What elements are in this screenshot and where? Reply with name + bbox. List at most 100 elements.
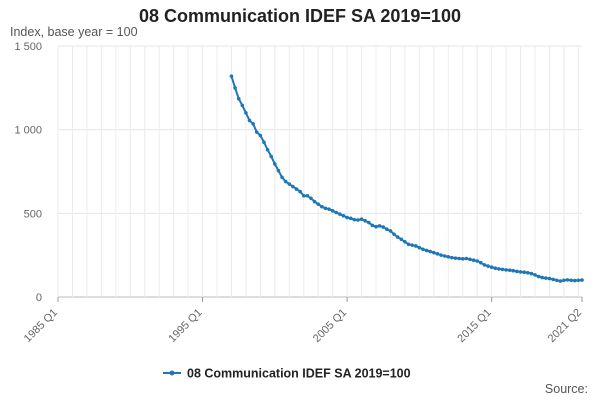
data-point[interactable] <box>500 267 505 272</box>
data-point[interactable] <box>511 268 516 273</box>
data-point[interactable] <box>320 204 324 209</box>
data-point[interactable] <box>525 270 530 275</box>
data-point[interactable] <box>294 187 299 191</box>
data-point[interactable] <box>453 256 458 260</box>
data-point[interactable] <box>236 96 241 101</box>
data-point[interactable] <box>338 212 342 216</box>
data-point[interactable] <box>403 239 407 244</box>
data-point[interactable] <box>424 248 429 253</box>
data-point[interactable] <box>301 193 306 198</box>
data-point[interactable] <box>544 276 548 280</box>
data-point[interactable] <box>421 247 425 252</box>
data-point[interactable] <box>385 227 389 232</box>
data-point[interactable] <box>493 266 498 271</box>
data-point[interactable] <box>334 210 339 215</box>
data-point[interactable] <box>507 268 512 273</box>
data-point[interactable] <box>580 278 584 282</box>
data-point[interactable] <box>370 223 375 228</box>
data-point[interactable] <box>540 275 545 280</box>
data-point[interactable] <box>428 249 433 254</box>
data-point[interactable] <box>551 277 555 282</box>
data-point[interactable] <box>406 242 411 247</box>
data-point[interactable] <box>576 278 581 283</box>
data-point[interactable] <box>254 130 259 134</box>
data-point[interactable] <box>352 217 357 222</box>
data-point[interactable] <box>460 257 465 261</box>
data-point[interactable] <box>536 274 541 279</box>
data-point[interactable] <box>464 256 469 261</box>
data-point[interactable] <box>533 273 537 277</box>
data-point[interactable] <box>392 232 396 237</box>
data-point[interactable] <box>558 279 563 283</box>
data-point[interactable] <box>251 122 255 126</box>
data-point[interactable] <box>439 253 443 257</box>
data-point[interactable] <box>435 252 440 256</box>
data-point[interactable] <box>233 86 237 90</box>
data-point[interactable] <box>457 256 461 261</box>
data-point[interactable] <box>345 215 349 220</box>
data-point[interactable] <box>363 219 367 223</box>
data-point[interactable] <box>522 270 526 275</box>
data-point[interactable] <box>572 278 577 283</box>
data-point[interactable] <box>265 147 270 152</box>
data-point[interactable] <box>497 267 501 271</box>
data-point[interactable] <box>486 264 490 268</box>
data-point[interactable] <box>280 175 284 180</box>
data-point[interactable] <box>479 260 483 265</box>
data-point[interactable] <box>377 224 382 228</box>
data-point[interactable] <box>247 118 252 123</box>
data-point[interactable] <box>410 243 414 247</box>
data-point[interactable] <box>374 224 378 229</box>
data-point[interactable] <box>348 216 353 221</box>
data-point[interactable] <box>240 103 245 108</box>
data-point[interactable] <box>305 193 310 198</box>
data-point[interactable] <box>504 268 508 272</box>
data-point[interactable] <box>229 74 234 78</box>
legend[interactable]: 08 Communication IDEF SA 2019=100 <box>163 367 411 381</box>
data-point[interactable] <box>442 254 447 258</box>
data-point[interactable] <box>569 278 573 283</box>
data-point[interactable] <box>529 271 534 276</box>
data-point[interactable] <box>262 140 266 145</box>
data-point[interactable] <box>565 278 570 282</box>
data-point[interactable] <box>446 255 451 259</box>
data-point[interactable] <box>269 154 274 159</box>
data-point[interactable] <box>413 244 418 248</box>
data-point[interactable] <box>341 214 346 218</box>
data-point[interactable] <box>475 259 480 263</box>
data-point[interactable] <box>287 182 292 186</box>
legend-label[interactable]: 08 Communication IDEF SA 2019=100 <box>187 367 411 381</box>
data-point[interactable] <box>515 269 519 274</box>
data-point[interactable] <box>316 202 320 206</box>
data-point[interactable] <box>471 258 476 262</box>
data-point[interactable] <box>432 250 436 255</box>
data-point[interactable] <box>468 257 472 262</box>
data-point[interactable] <box>291 184 295 189</box>
data-point[interactable] <box>258 133 263 138</box>
data-point[interactable] <box>518 270 523 274</box>
data-point[interactable] <box>356 218 360 222</box>
data-point[interactable] <box>327 207 331 211</box>
data-point[interactable] <box>312 199 317 204</box>
data-point[interactable] <box>417 245 422 250</box>
data-point[interactable] <box>395 235 400 239</box>
data-point[interactable] <box>276 168 281 173</box>
data-point[interactable] <box>388 229 393 233</box>
data-point[interactable] <box>366 220 371 225</box>
data-point[interactable] <box>450 255 454 260</box>
data-point[interactable] <box>309 196 313 201</box>
data-point[interactable] <box>547 276 552 281</box>
data-point[interactable] <box>244 111 248 115</box>
data-point[interactable] <box>298 189 302 194</box>
data-point[interactable] <box>489 265 494 270</box>
data-point[interactable] <box>482 263 487 267</box>
data-point[interactable] <box>381 225 386 229</box>
data-point[interactable] <box>399 237 404 242</box>
data-point[interactable] <box>554 278 559 283</box>
data-point[interactable] <box>359 217 364 221</box>
data-point[interactable] <box>283 179 288 184</box>
data-point[interactable] <box>273 162 277 166</box>
data-point[interactable] <box>562 278 566 283</box>
data-point[interactable] <box>330 209 335 213</box>
data-point[interactable] <box>323 206 328 211</box>
